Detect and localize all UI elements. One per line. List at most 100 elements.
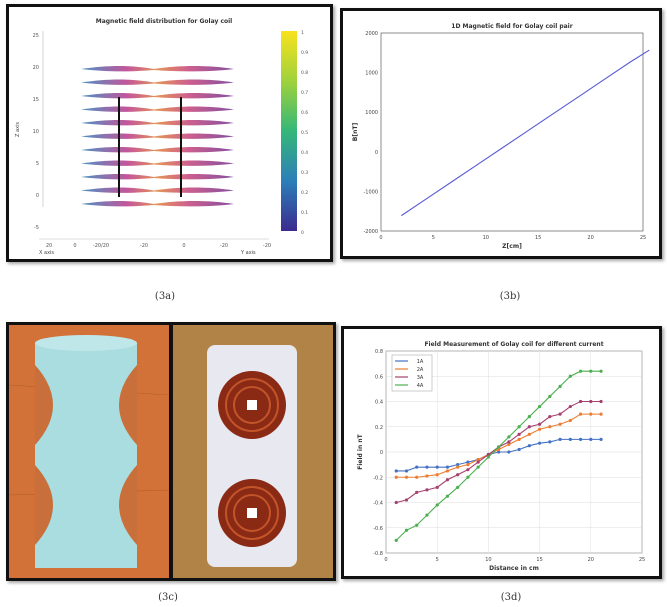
data-point: [436, 473, 439, 476]
data-point: [477, 466, 480, 469]
data-point: [395, 476, 398, 479]
coil-template-photo: [35, 335, 137, 568]
caption-3b: (3b): [480, 291, 540, 302]
x-tick-label: 0: [182, 243, 185, 249]
field-slice: [81, 147, 234, 152]
z-axis-ticks: 25 20 15 10 5 0 -5: [33, 33, 39, 231]
panel-3b: 1D Magnetic field for Golay coil pair 0 5 1…: [340, 8, 662, 259]
field-slice: [81, 107, 234, 112]
data-point: [599, 370, 602, 373]
data-point: [538, 405, 541, 408]
z-tick-label: 5: [36, 161, 39, 167]
data-point: [425, 466, 428, 469]
data-point: [425, 488, 428, 491]
data-point: [569, 419, 572, 422]
caption-3c: (3c): [138, 592, 198, 603]
data-point: [507, 450, 510, 453]
data-point: [395, 469, 398, 472]
data-point: [446, 469, 449, 472]
data-point: [456, 486, 459, 489]
colorbar-tick-label: 0.3: [301, 170, 308, 176]
data-point: [436, 503, 439, 506]
panel-3a: Magnetic field distribution for Golay co…: [6, 4, 333, 262]
data-point: [415, 476, 418, 479]
data-point: [425, 474, 428, 477]
data-point: [589, 400, 592, 403]
field-line-chart: 1D Magnetic field for Golay coil pair 0 5 1…: [343, 11, 659, 256]
field-slice: [81, 80, 234, 85]
data-point: [436, 466, 439, 469]
data-point: [518, 448, 521, 451]
data-point: [548, 415, 551, 418]
colorbar-tick-label: 1: [301, 30, 304, 36]
x-tick-label: -20/20: [93, 243, 109, 249]
data-point: [599, 413, 602, 416]
field-slice: [81, 120, 234, 125]
data-point: [446, 495, 449, 498]
colorbar-tick-label: 0.8: [301, 70, 308, 76]
y-tick-label: -0.6: [373, 526, 383, 532]
data-point: [558, 385, 561, 388]
z-tick-label: 10: [33, 129, 39, 135]
data-point: [405, 529, 408, 532]
data-point: [558, 413, 561, 416]
field-slice: [81, 201, 234, 206]
y-tick-label: 0.2: [375, 425, 383, 431]
data-point: [405, 476, 408, 479]
data-point: [528, 433, 531, 436]
data-point: [456, 473, 459, 476]
x-tick-label: 15: [535, 235, 541, 241]
data-point: [538, 442, 541, 445]
data-point: [528, 425, 531, 428]
data-point: [518, 438, 521, 441]
data-point: [477, 461, 480, 464]
wound-coil-photo: [207, 345, 297, 567]
data-point: [579, 400, 582, 403]
y-axis-label: B[nT]: [352, 123, 359, 142]
data-point: [528, 444, 531, 447]
field-slice: [81, 174, 234, 179]
data-point: [538, 428, 541, 431]
panel-a-title: Magnetic field distribution for Golay co…: [96, 18, 233, 25]
data-point: [507, 440, 510, 443]
data-point: [579, 438, 582, 441]
field-slice: [81, 66, 234, 71]
data-point: [446, 466, 449, 469]
colorbar-tick-label: 0.1: [301, 210, 308, 216]
y-tick-label: 0.6: [375, 374, 383, 380]
data-point: [599, 400, 602, 403]
data-point: [466, 463, 469, 466]
panel-3c: [6, 322, 336, 581]
colorbar-tick-label: 0.5: [301, 130, 308, 136]
legend-label: 4A: [417, 383, 424, 389]
x-tick-label: -20: [140, 243, 148, 249]
colorbar-tick-label: 0.2: [301, 190, 308, 196]
legend-label: 3A: [417, 375, 424, 381]
caption-3a: (3a): [135, 291, 195, 302]
data-point: [456, 466, 459, 469]
y-tick-label: 1000: [365, 71, 378, 77]
field-slice: [81, 161, 234, 166]
data-point: [589, 413, 592, 416]
field-slice: [81, 93, 234, 98]
chart-title: Field Measurement of Golay coil for diff…: [424, 341, 603, 348]
y-tick-label: 0: [380, 450, 383, 456]
legend-label: 1A: [417, 359, 424, 365]
data-point: [436, 486, 439, 489]
x-tick-label: 15: [536, 557, 542, 563]
data-point: [538, 423, 541, 426]
data-point: [466, 476, 469, 479]
legend-box: [392, 355, 432, 391]
x-tick-label: -20: [263, 243, 271, 249]
caption-3d: (3d): [481, 592, 541, 603]
colorbar-tick-label: 0.7: [301, 90, 308, 96]
z-tick-label: -5: [34, 225, 39, 231]
data-point: [395, 539, 398, 542]
data-point: [579, 413, 582, 416]
y-axis-label: Y axis: [240, 250, 256, 256]
plot-area: [381, 33, 643, 231]
data-point: [558, 423, 561, 426]
current-comparison-chart: Field Measurement of Golay coil for diff…: [344, 329, 659, 576]
data-point: [548, 425, 551, 428]
x-tick-label: 0: [379, 235, 382, 241]
